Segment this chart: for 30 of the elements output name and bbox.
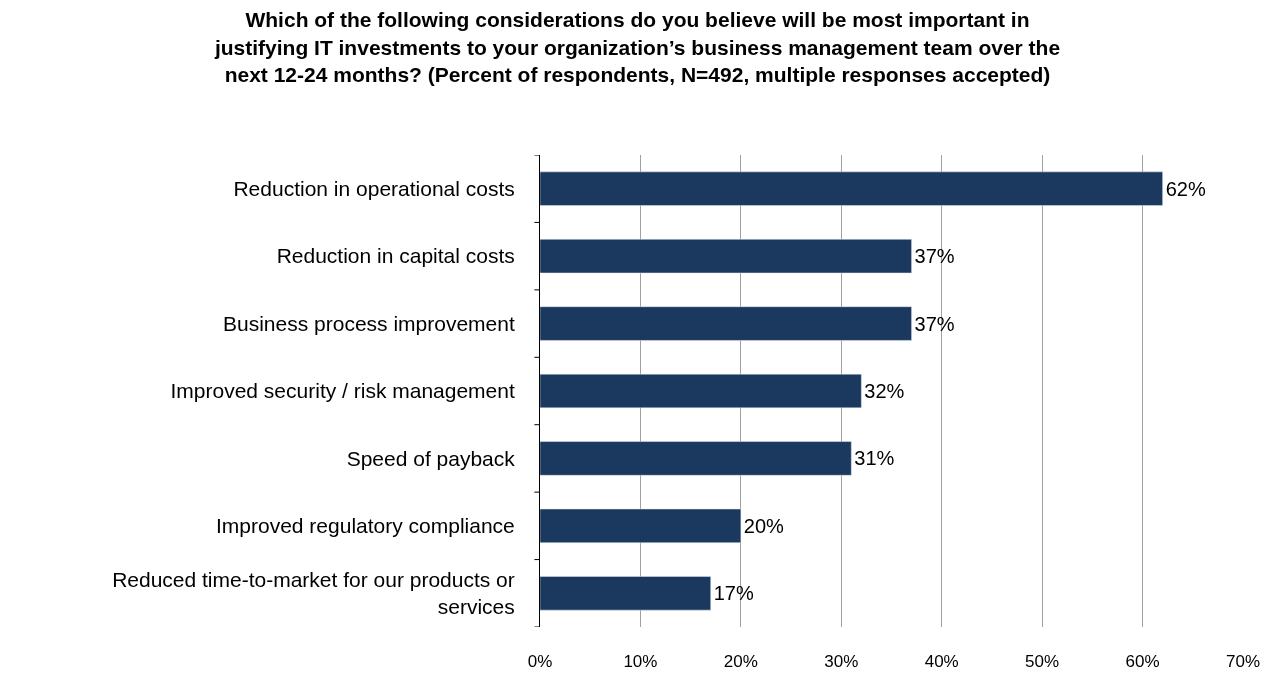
y-tick-label: Reduced time-to-market for our products or services [112, 567, 515, 619]
x-tick-label: 30% [824, 652, 859, 671]
y-tick-label: Business process improvement [223, 311, 515, 335]
x-tick-label: 20% [723, 652, 758, 671]
bar [540, 171, 1163, 206]
bar [540, 306, 912, 341]
x-tick-label: 0% [527, 652, 553, 671]
x-tick-label: 50% [1025, 652, 1060, 671]
data-label: 31% [854, 447, 895, 470]
bar [540, 373, 862, 409]
chart-title: Which of the following considerations do you believe will be most important in justifying IT investments to your organization’s business management team over the next 12-24 months? (Percent of respondents, N=492, multiple responses accepted) [213, 8, 1061, 86]
x-tick-label: 40% [924, 652, 959, 671]
data-label: 20% [743, 514, 785, 537]
bar [540, 441, 852, 476]
data-label: 32% [864, 380, 905, 402]
y-tick-label: Speed of payback [346, 446, 516, 470]
data-label: 17% [713, 582, 754, 605]
y-tick-label: Reduction in operational costs [233, 177, 515, 201]
bar [540, 239, 912, 274]
x-tick-label: 10% [623, 652, 658, 671]
data-label: 37% [914, 312, 955, 335]
data-label: 62% [1165, 177, 1206, 200]
bar [540, 508, 742, 543]
data-label: 37% [914, 245, 955, 268]
y-tick-label: Improved regulatory compliance [215, 514, 515, 538]
x-tick-label: 70% [1225, 652, 1261, 671]
y-tick-label: Improved security / risk management [170, 379, 515, 403]
x-tick-label: 60% [1125, 652, 1160, 671]
bar [540, 576, 711, 611]
y-tick-label: Reduction in capital costs [276, 244, 515, 268]
